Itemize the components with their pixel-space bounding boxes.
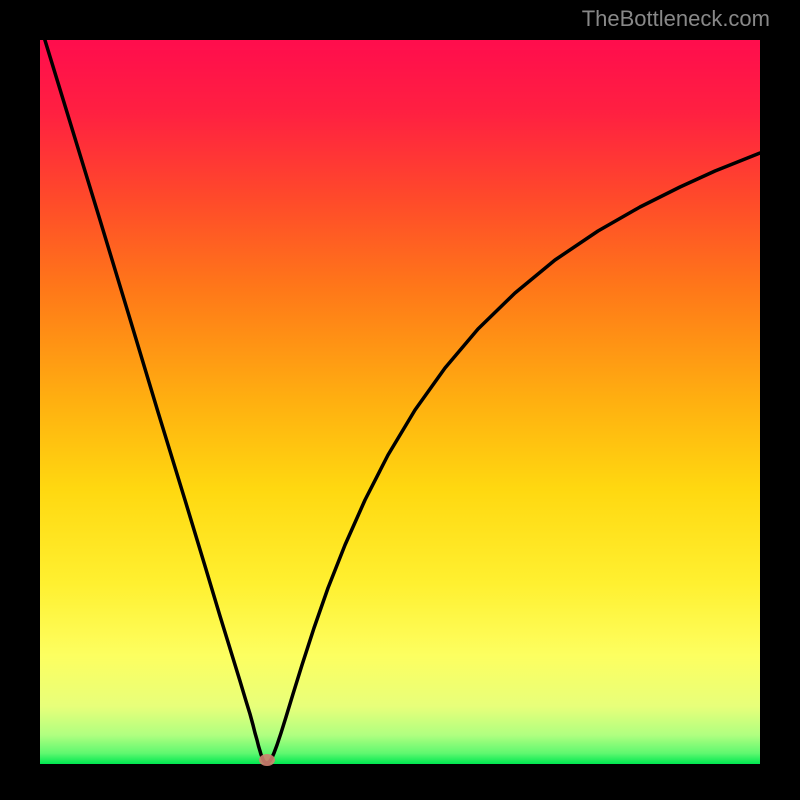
optimal-point-marker bbox=[259, 754, 275, 766]
chart-svg bbox=[0, 0, 800, 800]
watermark-text: TheBottleneck.com bbox=[582, 6, 770, 32]
gradient-background bbox=[40, 40, 760, 764]
chart-root: TheBottleneck.com bbox=[0, 0, 800, 800]
